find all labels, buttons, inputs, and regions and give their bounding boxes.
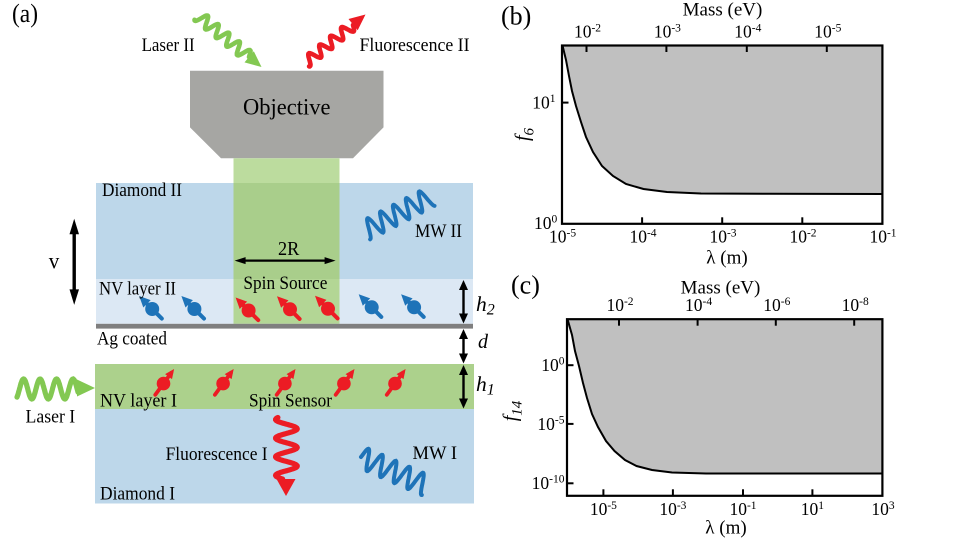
- svg-text:NV layer II: NV layer II: [99, 278, 176, 299]
- svg-text:MW II: MW II: [415, 221, 462, 242]
- svg-text:λ (m): λ (m): [705, 518, 746, 539]
- svg-text:MW I: MW I: [413, 443, 458, 464]
- svg-text:NV layer I: NV layer I: [100, 391, 177, 412]
- svg-text:Mass (eV): Mass (eV): [683, 0, 763, 21]
- svg-text:Fluorescence II: Fluorescence II: [360, 35, 470, 56]
- svg-text:Mass (eV): Mass (eV): [681, 278, 761, 299]
- svg-text:v: v: [49, 248, 60, 273]
- svg-text:Laser II: Laser II: [142, 35, 195, 56]
- svg-text:Ag coated: Ag coated: [97, 329, 167, 350]
- svg-text:Diamond I: Diamond I: [100, 484, 175, 505]
- svg-text:(c): (c): [511, 271, 540, 300]
- svg-text:Diamond II: Diamond II: [102, 180, 182, 201]
- svg-text:d: d: [478, 331, 489, 353]
- svg-text:Objective: Objective: [243, 95, 331, 120]
- svg-text:Spin Source: Spin Source: [243, 273, 327, 294]
- svg-text:(b): (b): [501, 2, 531, 31]
- svg-text:Fluorescence I: Fluorescence I: [166, 444, 268, 465]
- svg-text:Laser I: Laser I: [26, 407, 76, 428]
- svg-text:Spin Sensor: Spin Sensor: [249, 391, 333, 412]
- svg-text:λ (m): λ (m): [706, 248, 747, 269]
- svg-text:2R: 2R: [278, 238, 300, 260]
- svg-text:(a): (a): [12, 0, 38, 28]
